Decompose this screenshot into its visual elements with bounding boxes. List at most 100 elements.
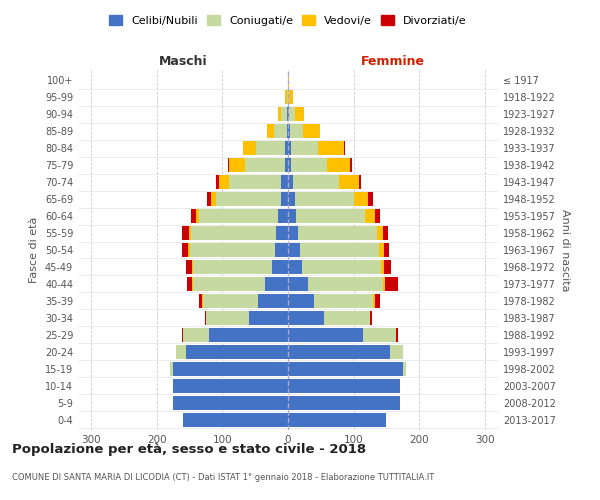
Y-axis label: Fasce di età: Fasce di età: [29, 217, 39, 283]
Bar: [295, 107, 304, 121]
Bar: [187, 277, 192, 291]
Bar: [188, 243, 190, 257]
Bar: [374, 209, 380, 223]
Bar: [199, 209, 278, 223]
Bar: [288, 226, 298, 240]
Bar: [256, 141, 286, 155]
Bar: [248, 311, 288, 325]
Bar: [267, 124, 274, 138]
Bar: [274, 124, 287, 138]
Bar: [272, 260, 288, 274]
Bar: [173, 396, 288, 410]
Bar: [314, 294, 373, 308]
Bar: [191, 209, 196, 223]
Bar: [278, 209, 288, 223]
Bar: [364, 328, 396, 342]
Bar: [217, 175, 219, 189]
Bar: [182, 226, 189, 240]
Bar: [285, 158, 288, 172]
Bar: [281, 107, 287, 121]
Bar: [353, 192, 368, 206]
Bar: [359, 175, 361, 189]
Bar: [384, 243, 389, 257]
Bar: [193, 277, 265, 291]
Bar: [288, 141, 291, 155]
Bar: [193, 260, 272, 274]
Bar: [288, 192, 295, 206]
Bar: [173, 362, 288, 376]
Bar: [344, 141, 345, 155]
Bar: [287, 90, 288, 104]
Bar: [199, 294, 202, 308]
Bar: [275, 243, 288, 257]
Bar: [288, 90, 289, 104]
Bar: [189, 226, 191, 240]
Bar: [291, 141, 317, 155]
Bar: [182, 328, 183, 342]
Bar: [227, 158, 229, 172]
Bar: [381, 260, 385, 274]
Bar: [245, 158, 285, 172]
Bar: [288, 396, 400, 410]
Bar: [288, 294, 314, 308]
Text: Maschi: Maschi: [158, 56, 208, 68]
Bar: [191, 260, 193, 274]
Bar: [288, 158, 291, 172]
Bar: [396, 328, 398, 342]
Bar: [287, 107, 288, 121]
Bar: [370, 311, 372, 325]
Bar: [288, 73, 289, 87]
Bar: [281, 192, 288, 206]
Bar: [289, 107, 295, 121]
Bar: [259, 294, 288, 308]
Text: COMUNE DI SANTA MARIA DI LICODIA (CT) - Dati ISTAT 1° gennaio 2018 - Elaborazion: COMUNE DI SANTA MARIA DI LICODIA (CT) - …: [12, 472, 434, 482]
Bar: [229, 158, 245, 172]
Bar: [300, 243, 379, 257]
Text: Femmine: Femmine: [361, 56, 425, 68]
Bar: [287, 124, 288, 138]
Bar: [186, 260, 191, 274]
Bar: [288, 345, 390, 359]
Bar: [288, 311, 324, 325]
Bar: [295, 192, 353, 206]
Bar: [211, 192, 216, 206]
Bar: [403, 362, 406, 376]
Bar: [368, 192, 373, 206]
Bar: [190, 243, 275, 257]
Bar: [385, 260, 391, 274]
Bar: [191, 226, 276, 240]
Bar: [281, 175, 288, 189]
Legend: Celibi/Nubili, Coniugati/e, Vedovi/e, Divorziati/e: Celibi/Nubili, Coniugati/e, Vedovi/e, Di…: [105, 10, 471, 30]
Bar: [298, 226, 377, 240]
Bar: [219, 175, 229, 189]
Bar: [209, 328, 288, 342]
Bar: [288, 328, 364, 342]
Bar: [365, 209, 374, 223]
Bar: [196, 209, 199, 223]
Bar: [296, 209, 365, 223]
Bar: [288, 124, 290, 138]
Bar: [374, 294, 380, 308]
Bar: [286, 141, 288, 155]
Bar: [276, 226, 288, 240]
Y-axis label: Anni di nascita: Anni di nascita: [560, 209, 569, 291]
Bar: [288, 209, 296, 223]
Bar: [170, 362, 173, 376]
Bar: [308, 277, 383, 291]
Bar: [176, 345, 186, 359]
Bar: [207, 192, 211, 206]
Bar: [288, 277, 308, 291]
Bar: [183, 413, 288, 427]
Bar: [203, 294, 259, 308]
Bar: [265, 277, 288, 291]
Bar: [288, 243, 300, 257]
Bar: [303, 124, 320, 138]
Bar: [288, 175, 293, 189]
Bar: [173, 379, 288, 393]
Bar: [288, 362, 403, 376]
Bar: [182, 243, 188, 257]
Bar: [202, 294, 203, 308]
Bar: [243, 141, 256, 155]
Bar: [229, 175, 281, 189]
Bar: [385, 277, 398, 291]
